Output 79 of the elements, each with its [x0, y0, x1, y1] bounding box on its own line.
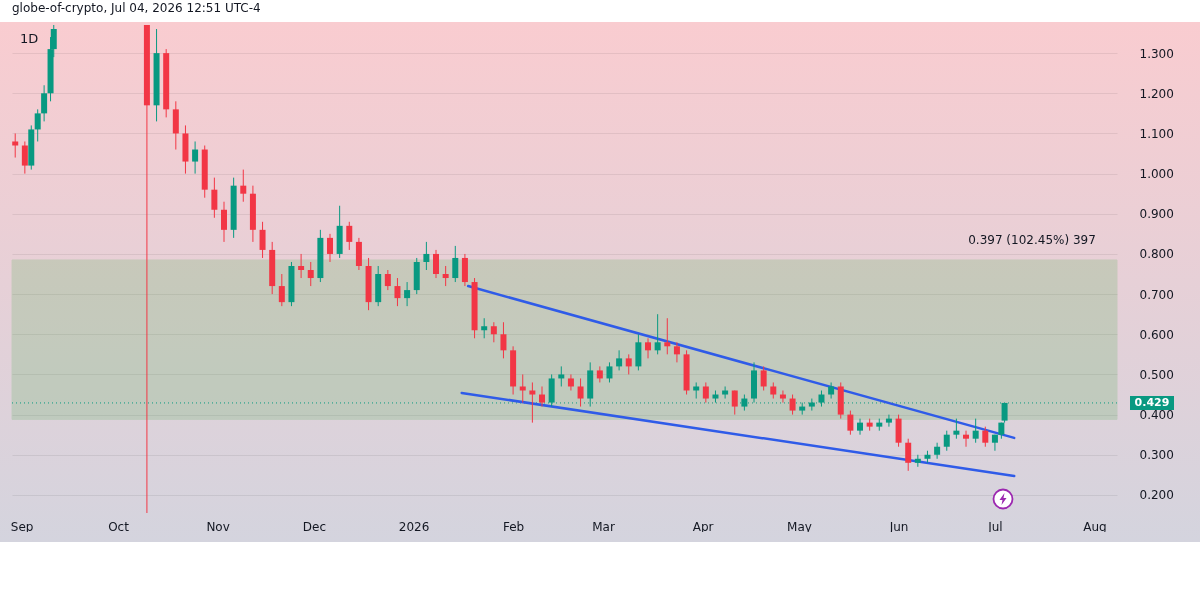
- candlestick: [21, 140, 28, 175]
- candlestick: [558, 365, 565, 387]
- candlestick: [702, 381, 709, 404]
- candlestick: [211, 177, 218, 219]
- candlestick: [982, 426, 989, 448]
- candlestick: [972, 418, 979, 444]
- y-tick-label: 0.300: [1139, 448, 1174, 463]
- candlestick: [327, 233, 334, 263]
- y-tick-label: 0.400: [1139, 408, 1174, 423]
- candlestick: [433, 249, 440, 279]
- candlestick: [934, 442, 941, 460]
- x-tick-label: Nov: [206, 519, 230, 534]
- candlestick: [625, 353, 632, 375]
- candlestick: [905, 438, 912, 472]
- candlestick: [885, 414, 892, 428]
- candlestick: [384, 269, 391, 291]
- ref-line-label: 0.429: [1134, 395, 1170, 409]
- x-tick-label: Dec: [302, 519, 327, 534]
- candlestick: [673, 341, 680, 363]
- candlestick: [41, 84, 48, 122]
- candlestick: [481, 317, 488, 339]
- candlestick: [452, 245, 459, 283]
- candlestick: [500, 321, 507, 359]
- candlestick: [529, 381, 536, 424]
- candlestick: [577, 377, 584, 408]
- candlestick: [519, 373, 526, 404]
- x-tick-label: Feb: [502, 519, 525, 534]
- candlestick: [240, 169, 247, 203]
- y-tick-label: 0.800: [1139, 247, 1174, 262]
- chart-title: globe-of-crypto, Jul 04, 2026 12:51 UTC-4: [12, 1, 261, 15]
- candlestick: [847, 410, 854, 436]
- y-tick-label: 0.900: [1139, 207, 1174, 222]
- candlestick: [943, 430, 950, 452]
- band-label: 0.397 (102.45%) 397: [968, 232, 1096, 247]
- candlestick: [34, 108, 41, 142]
- candlestick: [192, 140, 199, 175]
- candlestick: [567, 373, 574, 391]
- candlestick: [221, 201, 228, 243]
- candlestick: [953, 418, 960, 440]
- x-tick-label: Jul: [987, 519, 1003, 534]
- y-tick-label: 1.100: [1139, 126, 1174, 141]
- candlestick: [731, 390, 738, 416]
- y-tick-label: 1.200: [1139, 86, 1174, 101]
- candlestick: [991, 434, 998, 452]
- candlestick: [963, 430, 970, 448]
- candlestick: [404, 281, 411, 307]
- y-tick-label: 0.500: [1139, 367, 1174, 382]
- candlestick: [307, 261, 314, 287]
- candlestick: [789, 394, 796, 416]
- candlestick: [539, 385, 546, 408]
- candlestick: [760, 365, 767, 391]
- candlestick: [722, 385, 729, 400]
- candlestick: [298, 253, 305, 279]
- candlestick: [490, 321, 497, 343]
- x-tick-label: Mar: [592, 519, 615, 534]
- candlestick: [394, 277, 401, 307]
- candlestick: [259, 221, 266, 259]
- candlestick: [779, 390, 786, 404]
- y-tick-label: 1.000: [1139, 167, 1174, 182]
- candlestick: [606, 361, 613, 383]
- y-tick-label: 1.300: [1139, 46, 1174, 61]
- candlestick: [423, 241, 430, 271]
- candlestick: [616, 349, 623, 371]
- x-tick-label: 2026: [398, 519, 430, 534]
- candlestick: [442, 265, 449, 287]
- y-tick-label: 0.200: [1139, 488, 1174, 503]
- y-tick-label: 0.700: [1139, 287, 1174, 302]
- candlestick: [828, 381, 835, 400]
- x-tick-label: Oct: [108, 519, 130, 534]
- candlestick: [12, 132, 19, 159]
- candlestick: [278, 273, 285, 307]
- candlestick: [664, 317, 671, 355]
- candlestick: [857, 418, 864, 436]
- candlestick: [654, 313, 661, 355]
- x-tick-label: Jun: [888, 519, 909, 534]
- candlestick: [346, 221, 353, 251]
- y-tick-label: 0.600: [1139, 327, 1174, 342]
- text: 1D: [20, 31, 39, 46]
- candlestick: [645, 337, 652, 359]
